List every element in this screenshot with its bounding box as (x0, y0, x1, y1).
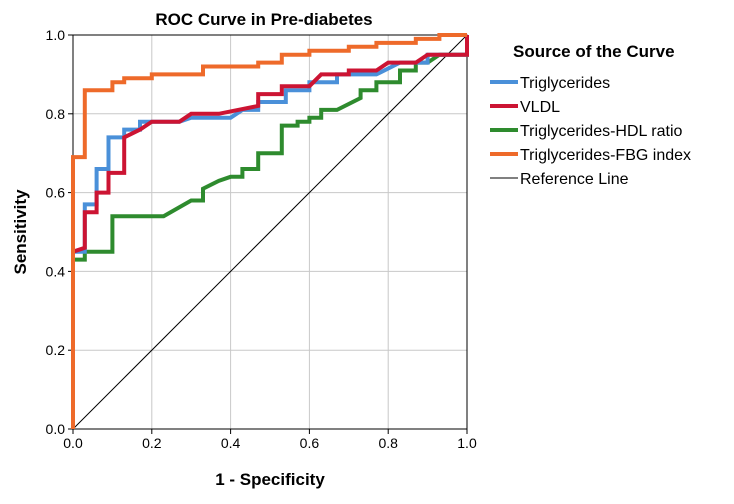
legend-label-4: Reference Line (520, 171, 629, 188)
x-tick-label-4: 0.8 (378, 435, 398, 451)
x-axis-ticks: 0.0 0.2 0.4 0.6 0.8 1.0 (63, 429, 477, 451)
x-tick-label-0: 0.0 (63, 435, 83, 451)
x-tick-label-3: 0.6 (300, 435, 320, 451)
series-line-3 (71, 33, 467, 429)
legend-title: Source of the Curve (513, 42, 675, 61)
y-axis-ticks: 0.0 0.2 0.4 0.6 0.8 1.0 (46, 27, 73, 437)
x-tick-label-1: 0.2 (142, 435, 162, 451)
y-tick-label-2: 0.4 (46, 263, 66, 279)
series-group (71, 33, 469, 430)
legend-label-1: VLDL (520, 99, 560, 116)
y-tick-label-5: 1.0 (46, 27, 66, 43)
y-tick-label-1: 0.2 (46, 342, 66, 358)
y-tick-label-0: 0.0 (46, 421, 66, 437)
legend-label-0: Triglycerides (520, 75, 610, 92)
legend: Triglycerides VLDL Triglycerides-HDL ratio… (490, 75, 691, 188)
series-line-4 (72, 34, 468, 430)
y-tick-label-4: 0.8 (46, 106, 66, 122)
legend-label-3: Triglycerides-FBG index (520, 147, 691, 164)
y-axis-label: Sensitivity (11, 189, 30, 275)
series-line-1 (71, 35, 469, 429)
x-axis-label: 1 - Specificity (215, 470, 325, 489)
chart-title: ROC Curve in Pre-diabetes (155, 10, 372, 29)
x-tick-label-2: 0.4 (221, 435, 241, 451)
y-tick-label-3: 0.6 (46, 185, 66, 201)
series-line-0 (71, 35, 469, 429)
series-line-2 (71, 35, 469, 429)
legend-label-2: Triglycerides-HDL ratio (520, 123, 683, 140)
x-tick-label-5: 1.0 (457, 435, 477, 451)
